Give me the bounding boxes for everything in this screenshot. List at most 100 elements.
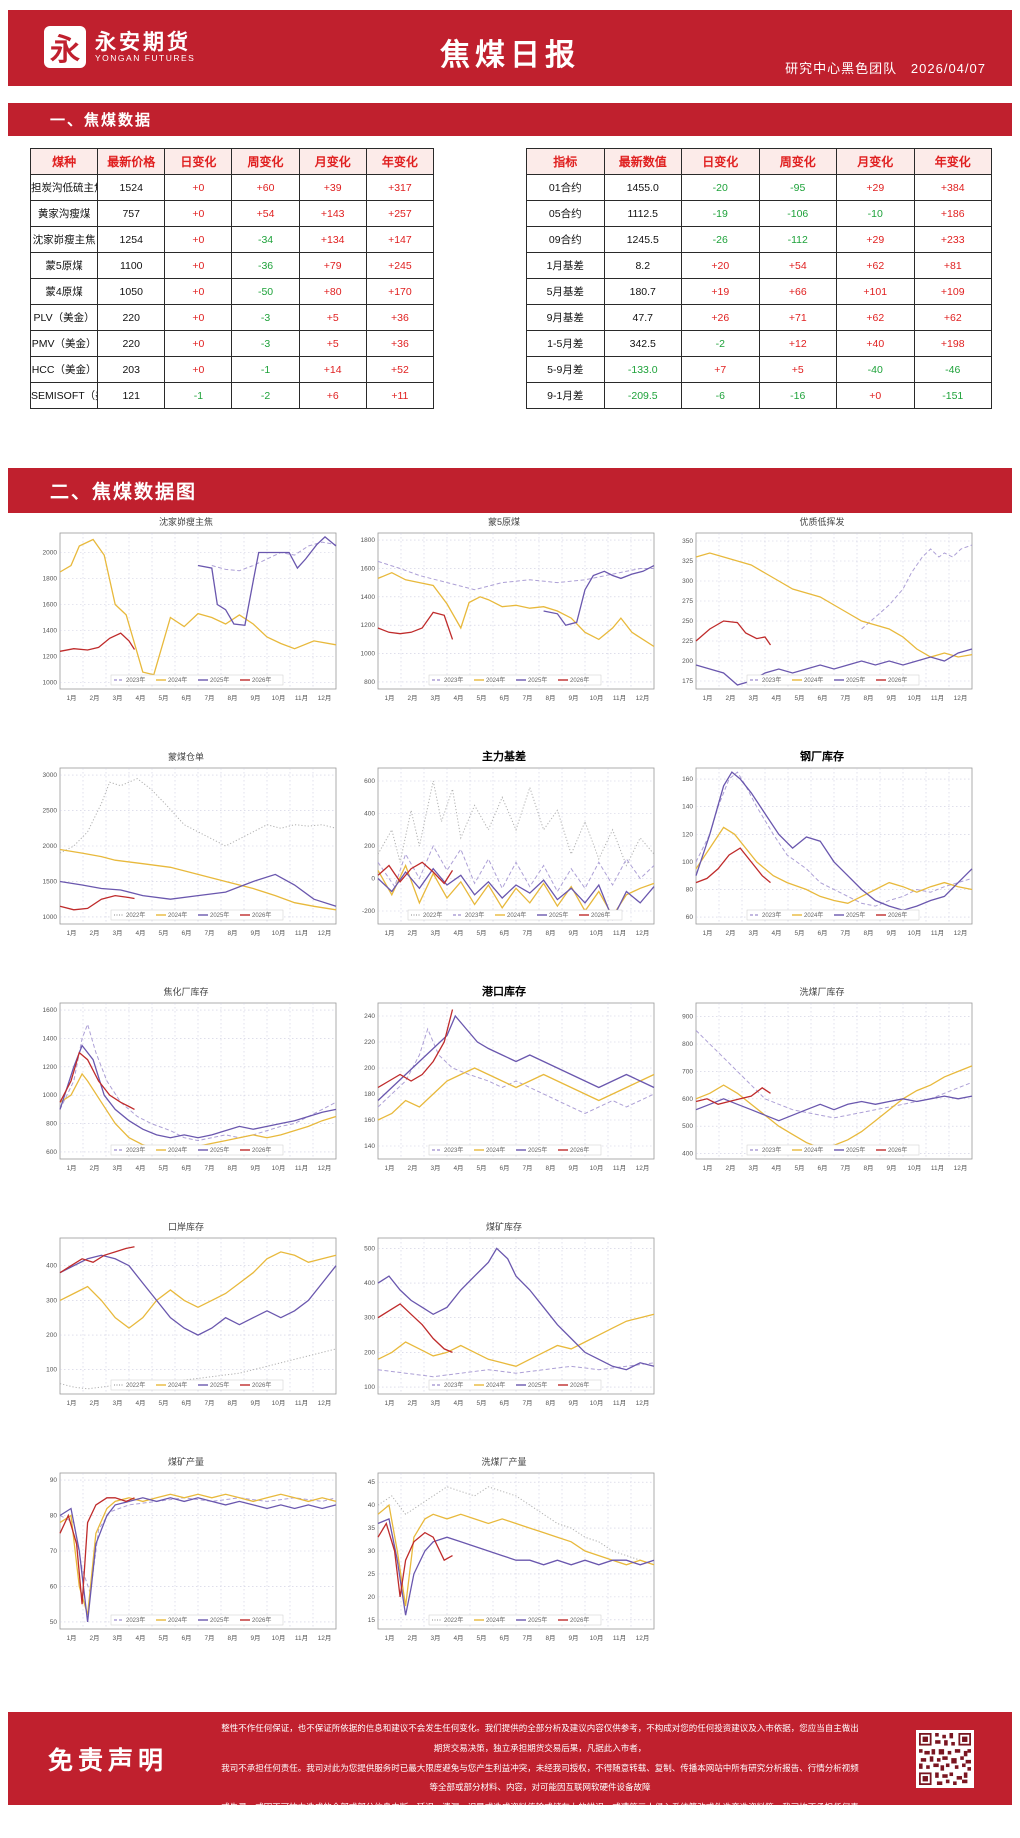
legend-label: 2022年 xyxy=(444,1616,463,1624)
x-tick-label: 4月 xyxy=(135,1164,145,1172)
x-tick-label: 11月 xyxy=(613,1399,626,1407)
column-header: 最新价格 xyxy=(97,148,166,175)
y-tick-label: 400 xyxy=(46,1263,57,1270)
x-tick-label: 1月 xyxy=(702,929,712,937)
table-row: 黄家沟瘦煤 757 +0 +54 +143 +257 xyxy=(29,200,435,227)
table-cell: +0 xyxy=(164,330,233,357)
x-tick-label: 8月 xyxy=(545,1399,555,1407)
section-data-header: 一、焦煤数据 xyxy=(8,103,1012,136)
chart-plot: 100 200 300 400 1月 2月 3月 4月 5月 6月 7月 8月 9月 10月 11月 12月 2… xyxy=(46,1237,337,1407)
column-header: 周变化 xyxy=(758,148,837,175)
series-line-2022年 xyxy=(59,778,337,854)
table-cell: +257 xyxy=(365,200,435,227)
legend-label: 2025年 xyxy=(528,676,547,684)
x-tick-label: 11月 xyxy=(295,929,308,937)
y-tick-label: 60 xyxy=(686,914,694,921)
x-tick-label: 11月 xyxy=(613,1164,626,1172)
y-tick-label: 1600 xyxy=(43,1007,58,1014)
legend-label: 2025年 xyxy=(846,1146,865,1154)
x-tick-label: 6月 xyxy=(499,1634,509,1642)
x-tick-label: 4月 xyxy=(453,1634,463,1642)
table-cell: 47.7 xyxy=(603,304,682,331)
series-line-2025年 xyxy=(695,648,973,686)
y-tick-label: 1200 xyxy=(43,1064,58,1071)
section-charts-title: 二、焦煤数据图 xyxy=(50,482,198,503)
y-tick-label: 1600 xyxy=(361,565,376,572)
x-tick-label: 5月 xyxy=(794,694,804,702)
chart-焦化厂库存: 焦化厂库存 600 800 1000 1200 1400 1600 1月 2月 3月 4月 5月 6月 7… xyxy=(30,986,342,1216)
x-tick-label: 10月 xyxy=(590,1634,604,1642)
table-cell: +198 xyxy=(913,330,992,357)
table-cell: 220 xyxy=(97,304,166,331)
x-tick-label: 8月 xyxy=(545,694,555,702)
x-tick-label: 11月 xyxy=(295,694,308,702)
series-line-2025年 xyxy=(695,771,973,911)
table-cell: +39 xyxy=(298,174,367,201)
legend-label: 2025年 xyxy=(210,1616,229,1624)
table-cell: +40 xyxy=(836,330,915,357)
chart-煤矿产量: 煤矿产量 50 60 70 80 90 1月 2月 3月 4月 5月 6月 7月 8月 9月 10月 11月 12… xyxy=(30,1456,342,1686)
column-header: 年变化 xyxy=(913,148,992,175)
table-cell: 1100 xyxy=(97,252,166,279)
legend-label: 2026年 xyxy=(252,1381,271,1389)
column-header: 日变化 xyxy=(681,148,760,175)
table-row: 沈家峁瘦主焦 1254 +0 -34 +134 +147 xyxy=(29,226,435,253)
series-line-2025年 xyxy=(59,873,337,907)
table-cell: +233 xyxy=(913,226,992,253)
x-tick-label: 10月 xyxy=(590,1399,604,1407)
table-cell: -209.5 xyxy=(603,382,682,409)
x-tick-label: 12月 xyxy=(636,1634,650,1642)
series-line-2025年 xyxy=(377,1247,655,1371)
x-tick-label: 7月 xyxy=(522,1164,532,1172)
table-row: HCC（美金） 203 +0 -1 +14 +52 xyxy=(29,356,435,383)
table-cell: +62 xyxy=(913,304,992,331)
x-tick-label: 8月 xyxy=(227,694,237,702)
table-cell: -6 xyxy=(681,382,760,409)
x-tick-label: 10月 xyxy=(272,1634,286,1642)
x-tick-label: 9月 xyxy=(568,694,578,702)
x-tick-label: 12月 xyxy=(636,1164,650,1172)
legend-label: 2022年 xyxy=(423,911,442,919)
table-cell: +101 xyxy=(836,278,915,305)
y-tick-label: 225 xyxy=(682,638,693,645)
chart-plot: -200 0 200 400 600 1月 2月 3月 4月 5月 6月 7月 8月 9月 10月 11月 12… xyxy=(362,767,655,937)
x-tick-label: 9月 xyxy=(886,1164,896,1172)
chart-plot: 175 200 225 250 275 300 325 350 1月 2月 3月 4月 5月 6月 7月 8月… xyxy=(682,532,973,702)
legend-box xyxy=(110,1614,284,1626)
row-label: 1月基差 xyxy=(526,252,605,279)
table-cell: +66 xyxy=(758,278,837,305)
disclaimer-title: 免责声明 xyxy=(48,1746,169,1775)
y-tick-label: 175 xyxy=(682,678,693,685)
chart-plot: 400 500 600 700 800 900 1月 2月 3月 4月 5月 6月 7月 8月 9月 10月 1… xyxy=(682,1002,973,1172)
x-tick-label: 3月 xyxy=(430,929,440,937)
table-row: PLV（美金） 220 +0 -3 +5 +36 xyxy=(29,304,435,331)
legend-label: 2026年 xyxy=(570,1146,589,1154)
y-tick-label: 900 xyxy=(682,1014,693,1021)
table-cell: +29 xyxy=(836,226,915,253)
table-cell: -26 xyxy=(681,226,760,253)
row-label: 蒙4原煤 xyxy=(29,278,99,305)
x-tick-label: 11月 xyxy=(295,1634,308,1642)
x-tick-label: 3月 xyxy=(112,694,122,702)
y-tick-label: 400 xyxy=(364,811,375,818)
indicator-table-header-row: 指标 最新数值 日变化 周变化 月变化 年变化 xyxy=(526,148,992,175)
legend-box xyxy=(428,1379,602,1391)
chart-title: 港口库存 xyxy=(482,986,526,998)
x-tick-label: 7月 xyxy=(522,929,532,937)
x-tick-label: 2月 xyxy=(89,694,99,702)
x-tick-label: 8月 xyxy=(545,929,555,937)
x-tick-label: 9月 xyxy=(250,1634,260,1642)
series-line-2023年 xyxy=(861,544,973,630)
x-tick-label: 3月 xyxy=(748,1164,758,1172)
x-tick-label: 2月 xyxy=(407,1164,417,1172)
x-tick-label: 6月 xyxy=(499,929,509,937)
y-tick-label: 140 xyxy=(364,1143,375,1150)
table-cell: +20 xyxy=(681,252,760,279)
table-cell: -20 xyxy=(681,174,760,201)
y-tick-label: 350 xyxy=(682,538,693,545)
table-cell: -3 xyxy=(231,304,300,331)
x-tick-label: 7月 xyxy=(204,1164,214,1172)
legend-box xyxy=(428,1614,602,1626)
y-tick-label: 80 xyxy=(686,886,694,893)
legend-label: 2022年 xyxy=(126,1381,145,1389)
